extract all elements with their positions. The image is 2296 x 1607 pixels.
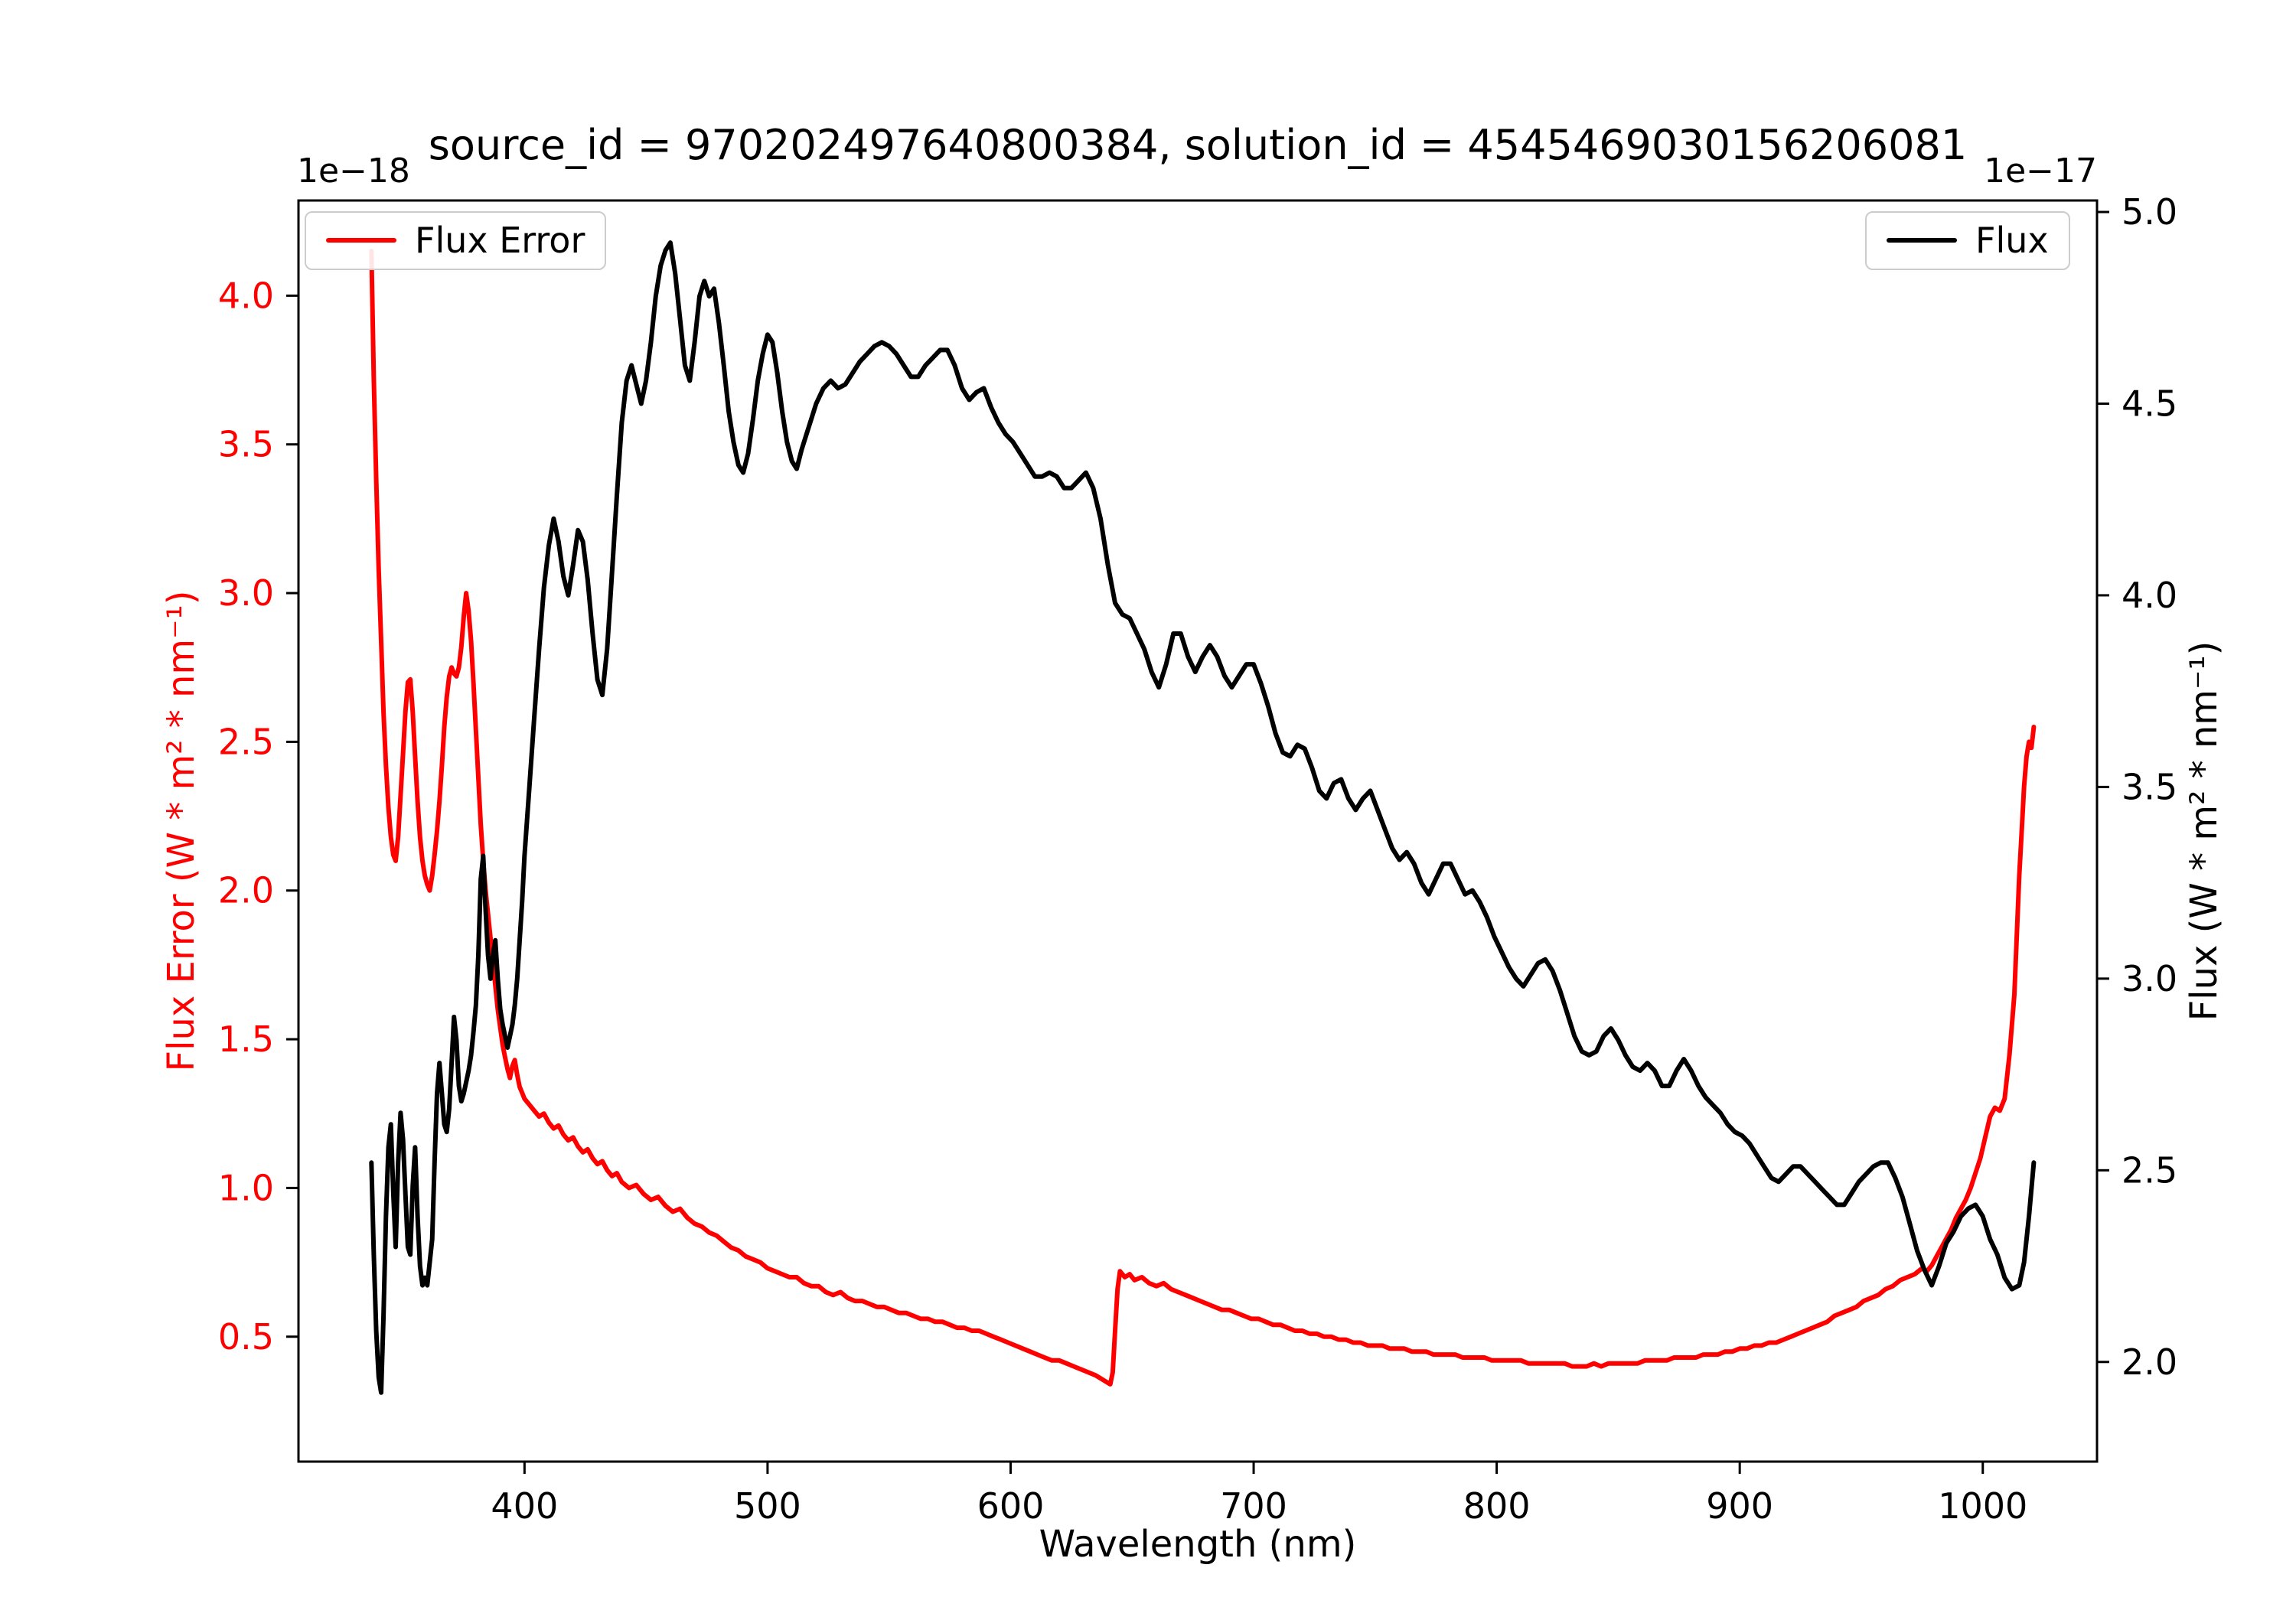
plot-border — [297, 199, 2099, 1463]
left-y-axis-label: Flux Error (W * m² * nm⁻¹) — [160, 590, 203, 1072]
right-y-tick-label: 4.0 — [2122, 575, 2177, 616]
left-y-tick-label: 1.5 — [218, 1019, 274, 1060]
right-y-tick-label: 2.5 — [2122, 1149, 2177, 1191]
x-tick-label: 900 — [1706, 1485, 1773, 1527]
right-y-tick-label: 5.0 — [2122, 191, 2177, 233]
right-axis-offset-text: 1e−17 — [1984, 152, 2097, 191]
x-tick-label: 400 — [491, 1485, 558, 1527]
right-y-axis-label: Flux (W * m² * nm⁻¹) — [2183, 641, 2226, 1022]
x-tick-label: 1000 — [1938, 1485, 2027, 1527]
right-y-tick-label: 2.0 — [2122, 1341, 2177, 1383]
left-y-tick-label: 0.5 — [218, 1316, 274, 1358]
left-y-tick-label: 3.0 — [218, 572, 274, 614]
right-y-tick-label: 3.0 — [2122, 958, 2177, 999]
left-y-tick-label: 1.0 — [218, 1167, 274, 1208]
x-tick-label: 800 — [1463, 1485, 1531, 1527]
legend-flux: Flux — [1865, 211, 2070, 270]
left-y-tick-label: 2.0 — [218, 870, 274, 911]
flux-error-line — [369, 249, 2037, 1387]
flux-line — [369, 240, 2037, 1395]
flux-legend-label: Flux — [1975, 220, 2049, 261]
plot-title: source_id = 970202497640800384, solution… — [428, 121, 1968, 169]
left-y-tick-label: 3.5 — [218, 424, 274, 465]
x-tick-label: 500 — [734, 1485, 801, 1527]
flux-error-legend-line-icon — [326, 238, 396, 243]
x-axis-label: Wavelength (nm) — [1039, 1523, 1357, 1566]
legend-flux-error: Flux Error — [305, 211, 607, 270]
flux-legend-line-icon — [1887, 238, 1957, 243]
x-tick-label: 600 — [977, 1485, 1045, 1527]
right-y-tick-label: 3.5 — [2122, 766, 2177, 807]
flux-error-legend-label: Flux Error — [415, 220, 585, 261]
right-y-tick-label: 4.5 — [2122, 383, 2177, 424]
left-y-tick-label: 2.5 — [218, 721, 274, 762]
left-axis-offset-text: 1e−18 — [297, 152, 410, 191]
x-tick-label: 700 — [1220, 1485, 1287, 1527]
left-y-tick-label: 4.0 — [218, 275, 274, 316]
